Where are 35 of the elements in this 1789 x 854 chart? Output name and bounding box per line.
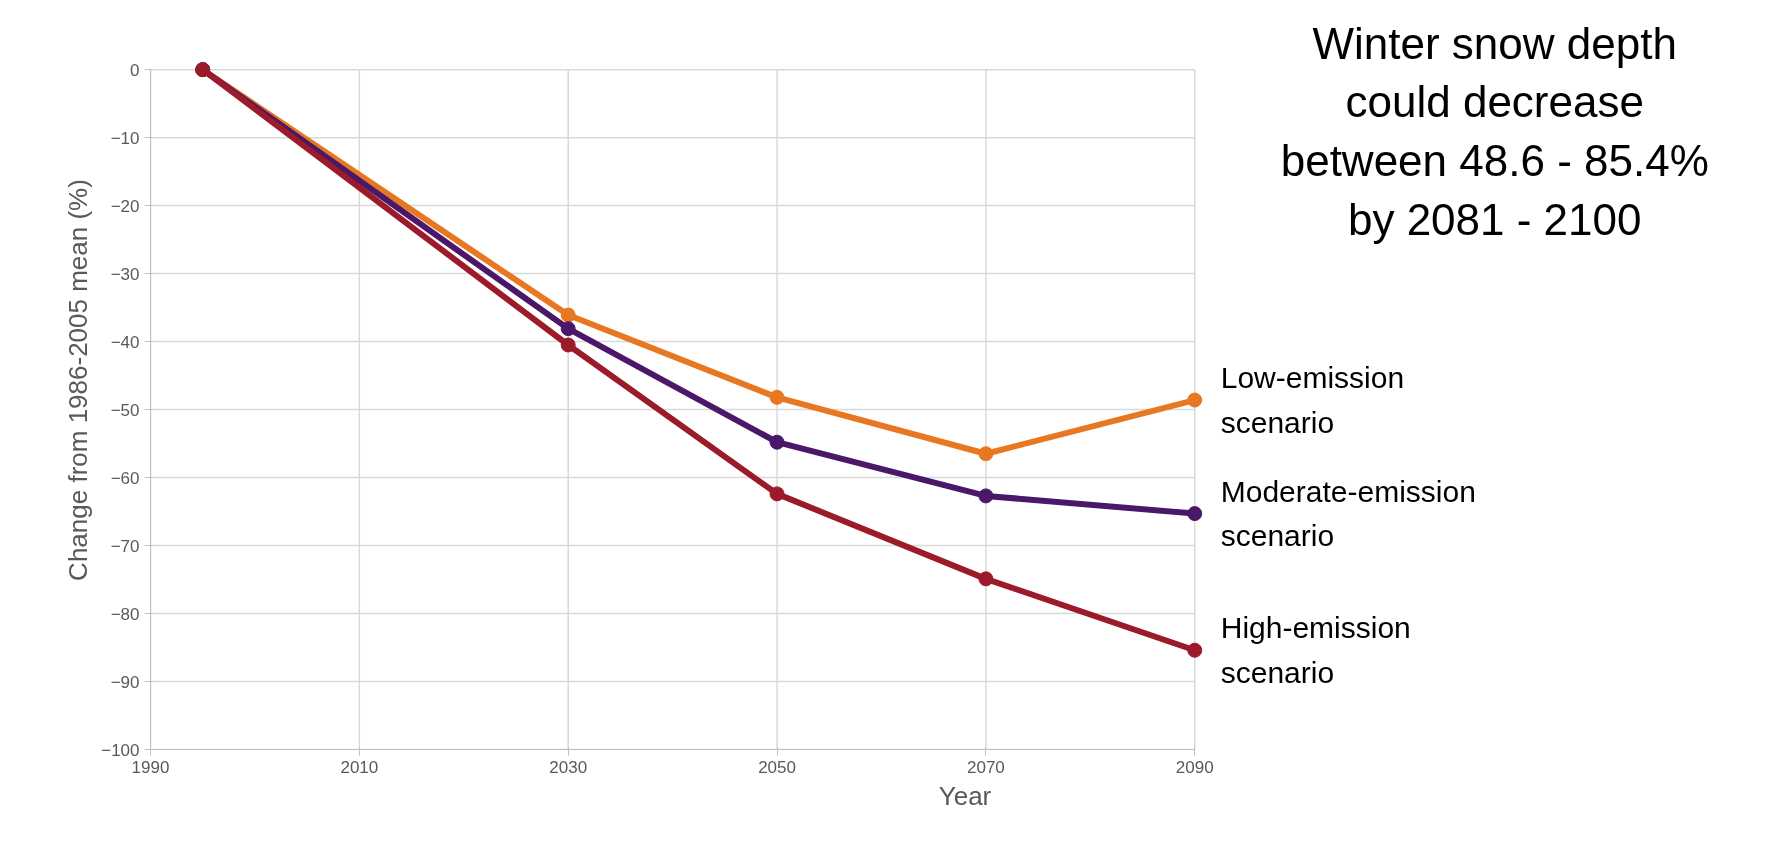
point [769, 486, 785, 502]
point [1187, 392, 1203, 408]
y-tick-label: −60 [110, 468, 140, 488]
x-tick-label: 2030 [549, 757, 588, 777]
y-tick-label: −80 [110, 604, 140, 624]
text: Winter snow depth could decrease between 48.6 - 85.4% by 2081 - 2100 [1280, 18, 1709, 244]
y-tick-label: −30 [110, 264, 140, 284]
point [560, 321, 576, 337]
x-tick-label: 2050 [758, 757, 796, 777]
y-tick-label: −20 [110, 196, 140, 216]
x-tick-label: 2010 [340, 757, 379, 777]
point [978, 571, 994, 587]
x-tick-label: 1990 [131, 757, 170, 777]
point [978, 446, 994, 462]
y-tick-label: −40 [110, 332, 140, 352]
point [560, 307, 576, 323]
point [769, 389, 785, 405]
y-tick-label: 0 [130, 60, 140, 80]
point [1187, 506, 1203, 522]
y-tick-label: −10 [110, 128, 140, 148]
x-tick-label: 2090 [1175, 757, 1214, 777]
point [1187, 642, 1203, 658]
series-label: Moderate-emission scenario [1220, 474, 1476, 553]
series-label: High-emission scenario [1220, 611, 1411, 690]
x-axis-title: Year [938, 780, 992, 811]
x-tick-label: 2070 [966, 757, 1005, 777]
y-tick-label: −70 [110, 536, 140, 556]
point [560, 337, 576, 353]
y-tick-label: −90 [110, 672, 140, 692]
point [769, 434, 785, 450]
y-tick-label: −100 [101, 740, 140, 760]
point [978, 488, 994, 504]
series-label: Low-emission scenario [1220, 361, 1405, 439]
y-axis-title: Change from 1986-2005 mean (%) [63, 179, 94, 581]
y-tick-label: −50 [110, 400, 140, 420]
